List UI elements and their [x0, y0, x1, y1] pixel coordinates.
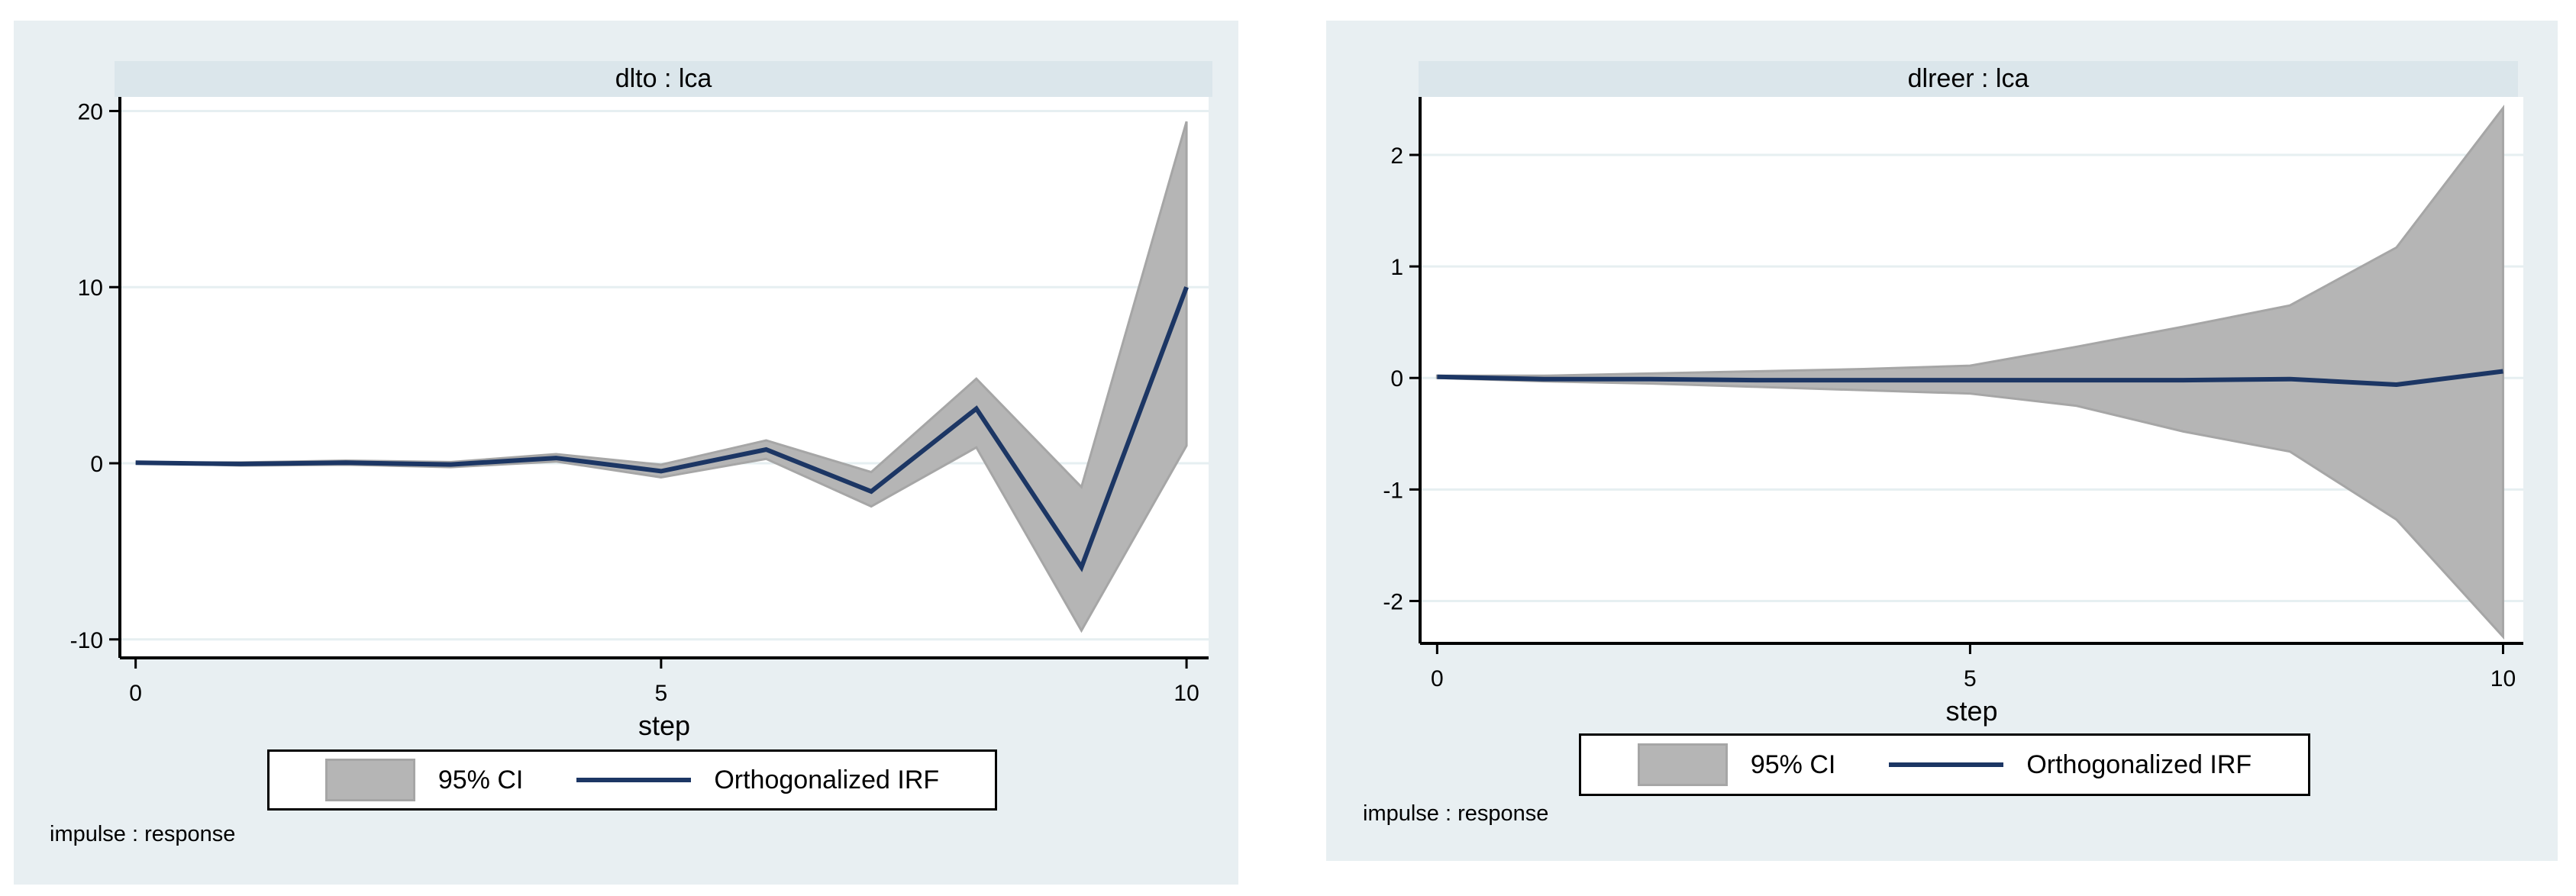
irf-plot: 210-1-20 5 10 — [1383, 97, 2523, 691]
x-tick-label: 0 — [1431, 666, 1444, 691]
y-tick-label: 1 — [1390, 255, 1403, 280]
ci-band-swatch — [1637, 743, 1728, 786]
irf-plot: 20 10 0 -10 0 5 10 — [70, 97, 1209, 706]
x-axis-title: step — [1945, 695, 1998, 727]
y-tick-label: -2 — [1383, 589, 1403, 614]
x-tick-label: 10 — [2490, 666, 2516, 691]
y-tick-label: -1 — [1383, 478, 1403, 503]
y-tick-label: 2 — [1390, 143, 1403, 169]
impulse-response-note: impulse : response — [1363, 801, 1549, 826]
panel-title: dlto : lca — [615, 64, 712, 93]
legend-label-irf: Orthogonalized IRF — [714, 765, 940, 794]
irf-panel-right: dlreer : lca 2 1 0 -1 -2 0 5 10 step 95% CI Ort… — [1326, 21, 2558, 861]
panel-title-bar: dlto : lca — [115, 61, 1212, 97]
x-tick-label: 0 — [129, 681, 142, 706]
panel-title: dlreer : lca — [1907, 64, 2029, 93]
x-axis-title: step — [638, 710, 691, 741]
legend: 95% CI Orthogonalized IRF — [1579, 733, 2310, 796]
irf-panel-left: dlto : lca 20 10 0 -10 0 5 10 step 95% CI Orth… — [14, 21, 1238, 885]
legend-label-irf: Orthogonalized IRF — [2026, 749, 2252, 779]
irf-line — [1437, 369, 2503, 388]
x-tick-label: 10 — [1173, 681, 1199, 706]
y-tick-label: 0 — [1390, 366, 1403, 392]
irf-line-swatch — [1889, 762, 2004, 767]
legend-label-ci: 95% CI — [1750, 749, 1836, 779]
y-tick-label: 20 — [78, 99, 103, 124]
ci-band-swatch — [324, 759, 415, 801]
ci-band — [1435, 105, 2504, 640]
ci-band — [135, 121, 1188, 633]
y-tick-label: -10 — [70, 628, 103, 653]
x-tick-label: 5 — [1964, 666, 1977, 691]
y-tick-label: 0 — [90, 452, 103, 477]
legend-label-ci: 95% CI — [437, 765, 524, 794]
y-tick-label: 10 — [78, 276, 103, 301]
irf-line — [135, 286, 1189, 572]
x-tick-label: 5 — [655, 681, 668, 706]
plot-area — [120, 97, 1209, 658]
panel-title-bar: dlreer : lca — [1419, 61, 2518, 97]
legend: 95% CI Orthogonalized IRF — [267, 749, 997, 811]
irf-line-swatch — [576, 778, 692, 782]
impulse-response-note: impulse : response — [50, 822, 236, 846]
